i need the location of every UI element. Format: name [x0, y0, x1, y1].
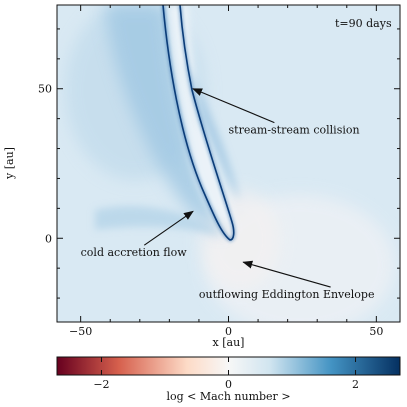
x-axis-ticks: −50 0 50	[69, 5, 383, 338]
cold-accretion-wisp	[95, 206, 222, 236]
y-tick-label: 50	[38, 83, 52, 96]
colorbar-tick-label: 2	[352, 378, 359, 391]
annotation-arrow	[242, 260, 331, 288]
heatmap-field	[57, 5, 400, 322]
y-axis-label: y [au]	[3, 147, 16, 180]
annotation-arrow	[143, 210, 194, 246]
x-axis-label: x [au]	[213, 336, 245, 349]
annotation-arrow	[192, 88, 275, 124]
accretion-stream-envelope	[105, 5, 225, 235]
colorbar-label: log < Mach number >	[166, 390, 290, 403]
stream-core	[162, 5, 235, 241]
x-tick-label: −50	[69, 325, 92, 338]
colorbar-tick-label: 0	[225, 378, 232, 391]
annotation-text: outflowing Eddington Envelope	[199, 288, 375, 301]
annotations: stream-stream collision cold accretion fl…	[81, 88, 375, 301]
x-tick-label: 50	[369, 325, 383, 338]
y-tick-label: 0	[45, 232, 52, 245]
time-label: t=90 days	[335, 17, 392, 30]
x-tick-label: 0	[225, 325, 232, 338]
colorbar-ticks: −2 0 2	[93, 357, 359, 391]
annotation-text: stream-stream collision	[229, 124, 360, 137]
y-axis-ticks: 0 50	[38, 28, 400, 299]
annotation-text: cold accretion flow	[81, 246, 188, 259]
colorbar-tick-label: −2	[93, 378, 109, 391]
